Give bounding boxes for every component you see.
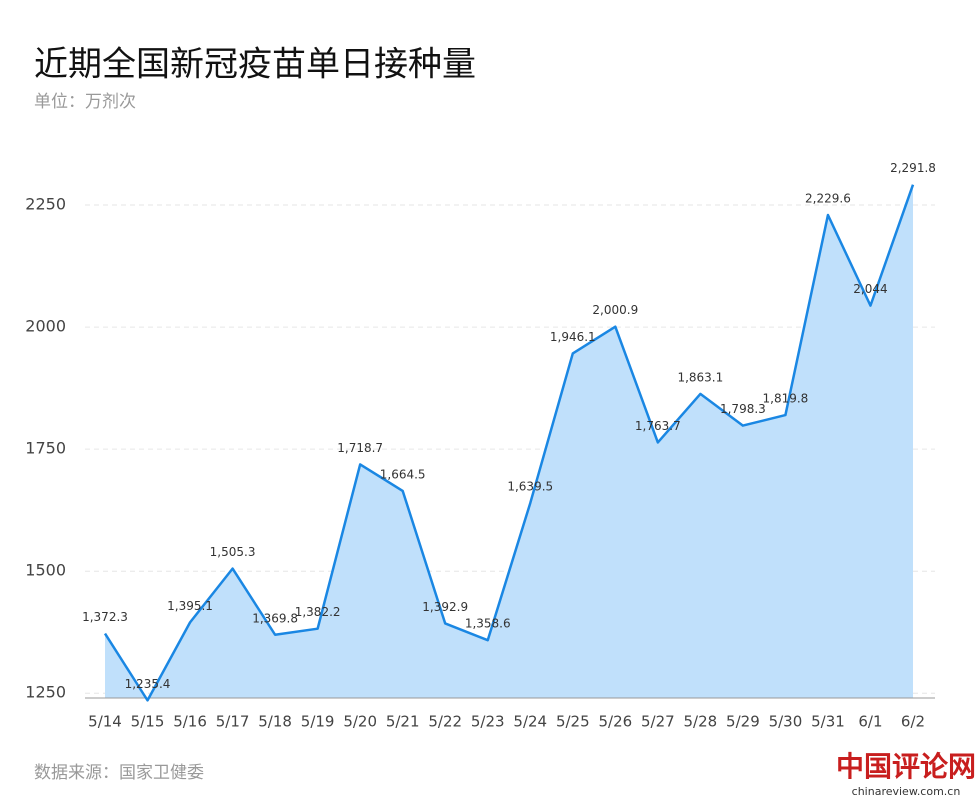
x-tick-label: 5/20 (343, 713, 377, 731)
x-tick-label: 5/28 (684, 713, 718, 731)
value-label: 1,392.9 (422, 600, 468, 614)
x-tick-label: 5/23 (471, 713, 505, 731)
value-label: 1,763.7 (635, 419, 681, 433)
x-tick-label: 5/18 (258, 713, 292, 731)
watermark-url: chinareview.com.cn (852, 785, 961, 798)
x-tick-label: 5/24 (513, 713, 547, 731)
watermark-name: 中国评论网 (836, 750, 976, 783)
x-tick-label: 5/26 (598, 713, 632, 731)
source-note: 数据来源：国家卫健委 (34, 763, 204, 783)
value-label: 1,372.3 (82, 610, 128, 624)
x-tick-label: 5/29 (726, 713, 760, 731)
value-label: 1,664.5 (380, 467, 426, 481)
value-label: 1,819.8 (763, 392, 809, 406)
value-label: 2,000.9 (592, 303, 638, 317)
x-tick-label: 5/19 (301, 713, 335, 731)
value-label: 1,358.6 (465, 617, 511, 631)
value-label: 1,718.7 (337, 441, 383, 455)
value-label: 1,639.5 (507, 480, 553, 494)
x-tick-label: 5/17 (216, 713, 250, 731)
value-label: 1,235.4 (125, 677, 171, 691)
chart-subtitle: 单位：万剂次 (34, 92, 136, 112)
y-tick-label: 2250 (25, 195, 66, 214)
x-tick-label: 6/2 (901, 713, 925, 731)
y-tick-label: 1250 (25, 683, 66, 702)
y-tick-label: 1750 (25, 439, 66, 458)
value-label: 1,798.3 (720, 402, 766, 416)
value-label: 1,946.1 (550, 330, 596, 344)
value-label: 2,291.8 (890, 161, 936, 175)
x-tick-label: 5/15 (131, 713, 165, 731)
value-label: 1,863.1 (677, 370, 723, 384)
value-label: 1,395.1 (167, 599, 213, 613)
x-tick-label: 5/21 (386, 713, 420, 731)
y-tick-label: 1500 (25, 561, 66, 580)
x-tick-label: 5/30 (769, 713, 803, 731)
x-tick-label: 5/31 (811, 713, 845, 731)
value-label: 2,229.6 (805, 192, 851, 206)
area-fill (105, 184, 913, 701)
chart-title: 近期全国新冠疫苗单日接种量 (34, 45, 476, 85)
value-label: 1,505.3 (210, 545, 256, 559)
value-label: 1,369.8 (252, 611, 298, 625)
x-tick-label: 5/16 (173, 713, 207, 731)
x-tick-label: 5/22 (428, 713, 462, 731)
x-tick-label: 5/14 (88, 713, 122, 731)
x-tick-label: 6/1 (858, 713, 882, 731)
value-label: 1,382.2 (295, 605, 341, 619)
value-label: 2,044 (853, 282, 887, 296)
y-tick-label: 2000 (25, 317, 66, 336)
watermark-bg (840, 748, 974, 800)
x-tick-label: 5/25 (556, 713, 590, 731)
line (103, 184, 915, 702)
x-tick-label: 5/27 (641, 713, 675, 731)
